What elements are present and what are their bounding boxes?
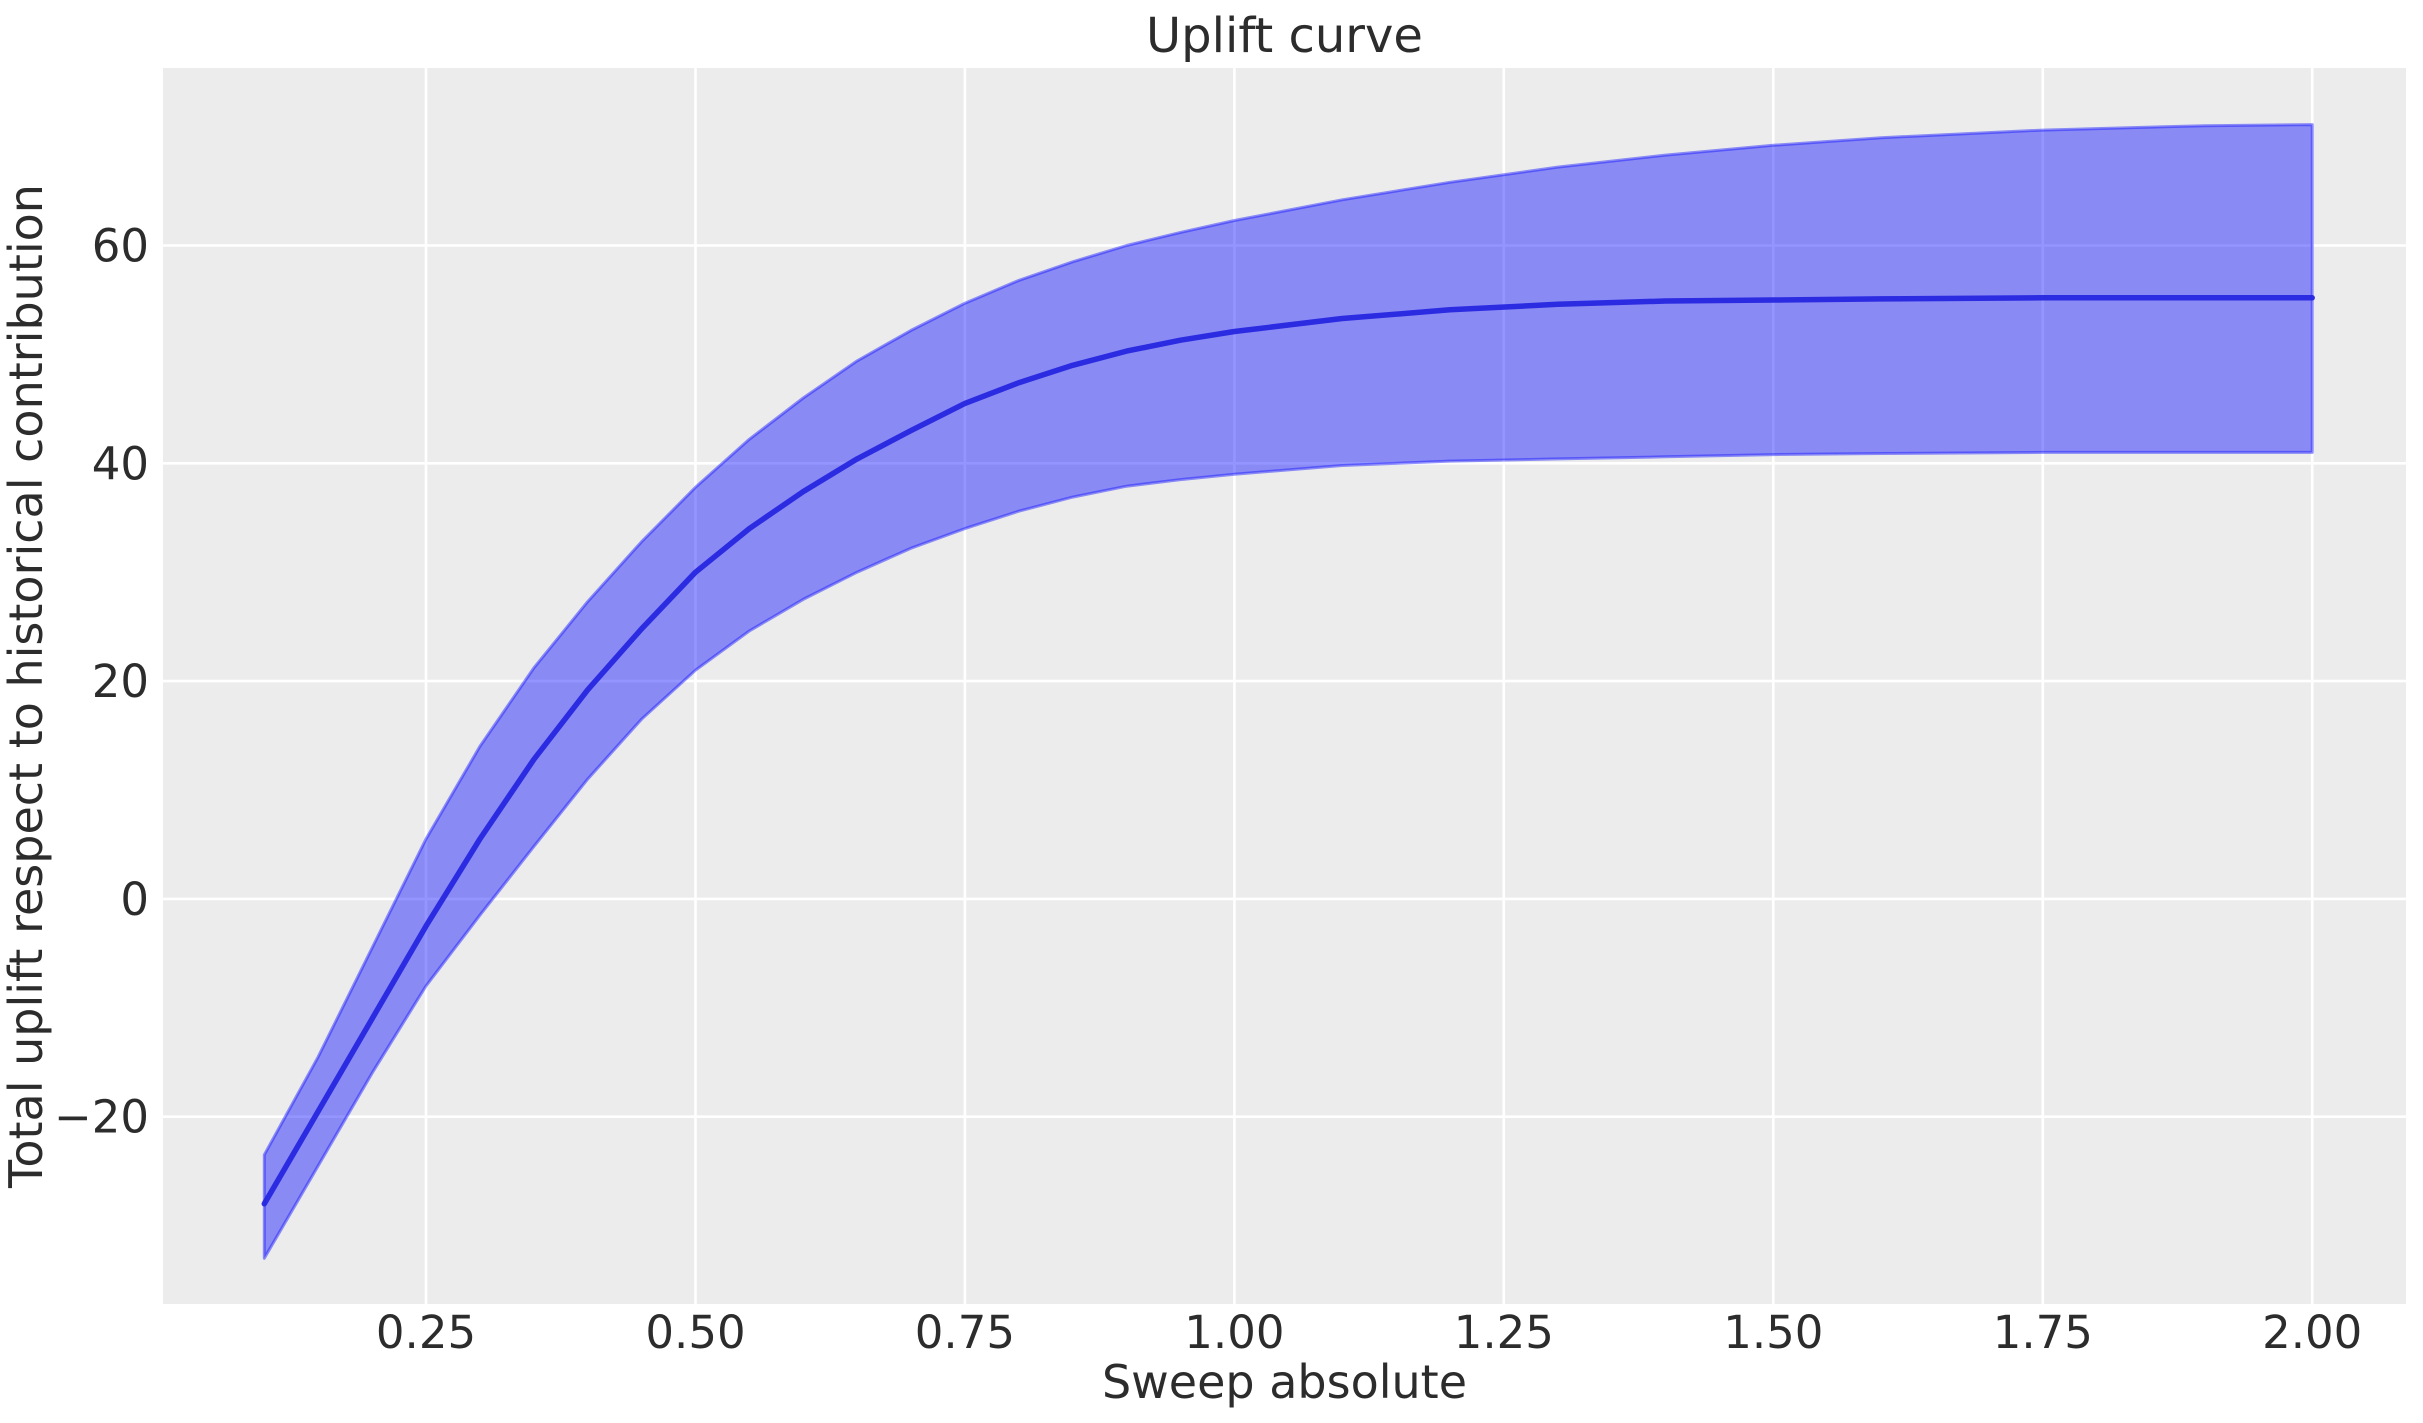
x-tick-label: 1.50 xyxy=(1723,1306,1823,1359)
y-tick-label: 60 xyxy=(92,220,149,273)
y-tick-label: −20 xyxy=(54,1091,149,1144)
x-tick-label: 0.25 xyxy=(376,1306,476,1359)
x-tick-label: 0.50 xyxy=(645,1306,745,1359)
mean-line xyxy=(261,295,2315,1207)
tick-labels: 0.25 0.50 0.75 1.00 1.25 1.50 1.75 2.00 −20 0 20 40… xyxy=(54,220,2362,1360)
x-axis-label: Sweep absolute xyxy=(1102,1355,1467,1409)
x-tick-label: 1.00 xyxy=(1184,1306,1284,1359)
confidence-band xyxy=(262,123,2314,1260)
series-layer xyxy=(261,123,2315,1260)
y-tick-label: 0 xyxy=(120,873,149,926)
grid-layer xyxy=(163,68,2406,1304)
x-tick-label: 1.75 xyxy=(1993,1306,2093,1359)
y-tick-label: 40 xyxy=(92,437,149,490)
y-axis-label: Total uplift respect to historical contr… xyxy=(0,184,53,1189)
x-tick-label: 2.00 xyxy=(2262,1306,2362,1359)
chart-title: Uplift curve xyxy=(1146,8,1423,64)
x-tick-label: 1.25 xyxy=(1454,1306,1554,1359)
plot-area xyxy=(163,68,2406,1304)
x-tick-label: 0.75 xyxy=(915,1306,1015,1359)
y-tick-label: 20 xyxy=(92,655,149,708)
